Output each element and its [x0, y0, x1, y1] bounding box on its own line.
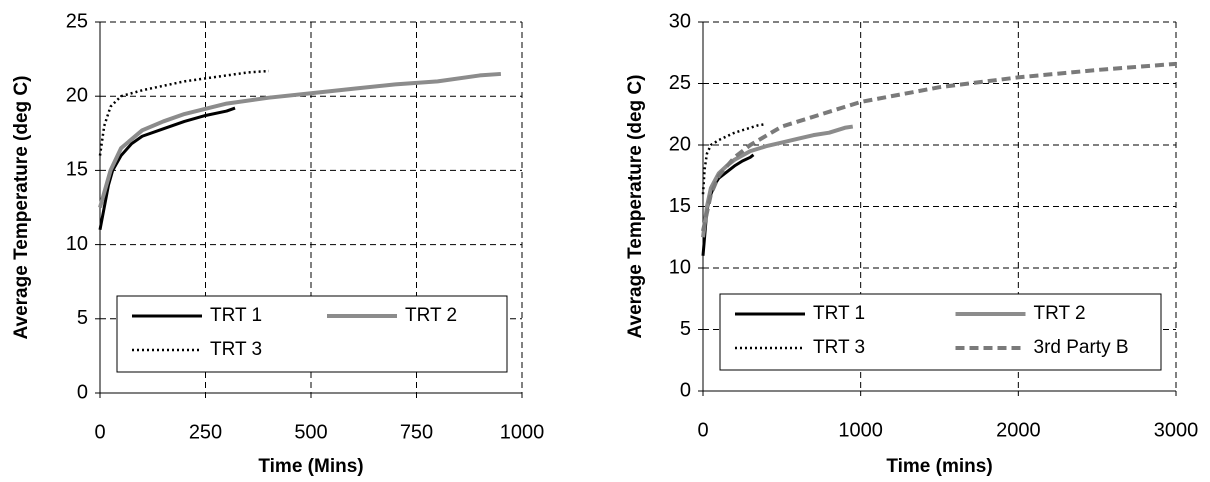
y-axis-label: Average Temperature (deg C): [11, 76, 32, 340]
x-axis-label: Time (mins): [886, 456, 992, 477]
line-series: [701, 153, 755, 256]
x-tick-label: 3000: [1154, 419, 1199, 441]
legend-label: TRT 3: [210, 339, 262, 360]
y-tick-label: 10: [669, 256, 691, 278]
x-tick-label: 0: [94, 421, 105, 443]
x-tick-label: 2000: [996, 419, 1041, 441]
legend-box: [116, 295, 508, 373]
y-tick-label: 20: [669, 133, 691, 155]
x-tick-label: 250: [189, 421, 222, 443]
y-tick-label: 15: [66, 159, 88, 181]
line-series: [701, 124, 854, 238]
x-tick-label: 500: [294, 421, 327, 443]
x-tick-label: 1000: [838, 419, 883, 441]
y-tick-label: 5: [680, 318, 691, 340]
y-axis-label: Average Temperature (deg C): [625, 75, 646, 339]
line-series: [98, 106, 236, 231]
line-series: [701, 61, 1177, 232]
legend-label: 3rd Party B: [1034, 337, 1129, 358]
legend-label: TRT 1: [813, 303, 865, 324]
x-tick-label: 0: [697, 419, 708, 441]
legend-label: TRT 2: [1034, 303, 1086, 324]
legend-box: [719, 293, 1162, 371]
y-tick-label: 25: [669, 72, 691, 94]
line-series: [701, 122, 767, 195]
y-tick-label: 0: [680, 379, 691, 401]
y-tick-label: 0: [77, 381, 88, 403]
y-tick-label: 10: [66, 233, 88, 255]
x-tick-label: 1000: [500, 421, 545, 443]
x-axis-label: Time (Mins): [258, 456, 363, 477]
x-tick-label: 750: [400, 421, 433, 443]
y-tick-label: 15: [669, 195, 691, 217]
y-tick-label: 20: [66, 84, 88, 106]
y-tick-label: 30: [669, 10, 691, 32]
line-series: [98, 71, 502, 209]
y-tick-label: 5: [77, 307, 88, 329]
legend-label: TRT 2: [405, 305, 457, 326]
legend-label: TRT 1: [210, 305, 262, 326]
y-tick-label: 25: [66, 10, 88, 32]
legend-label: TRT 3: [813, 337, 865, 358]
